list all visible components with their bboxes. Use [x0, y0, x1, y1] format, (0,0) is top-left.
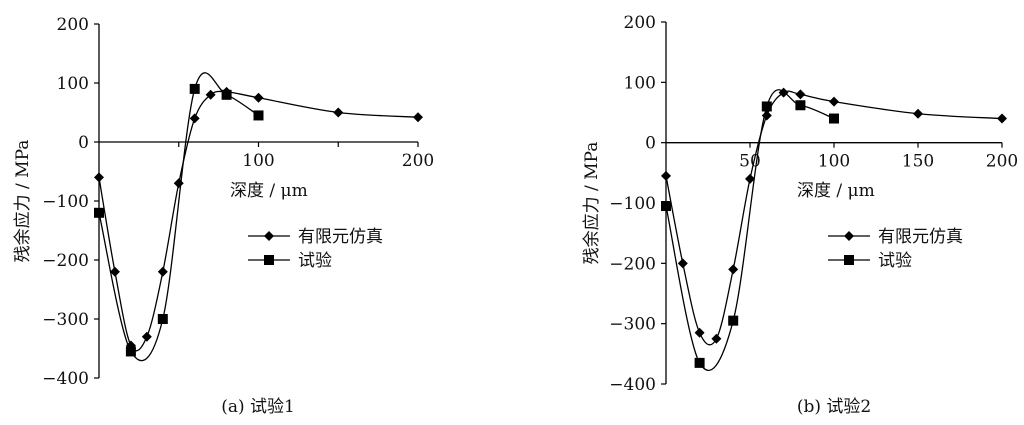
- data-point: [141, 331, 152, 342]
- legend-marker: [844, 231, 854, 241]
- y-tick-label: −100: [609, 194, 656, 214]
- y-tick-label: −300: [609, 315, 656, 335]
- data-point: [829, 96, 839, 107]
- data-point: [253, 110, 264, 121]
- y-axis-title: 残余应力 / MPa: [13, 140, 33, 263]
- legend-label: 试验: [878, 251, 912, 271]
- y-tick-label: −100: [42, 192, 89, 212]
- x-tick-label: 200: [986, 152, 1018, 172]
- x-tick-label: 100: [242, 151, 274, 171]
- y-tick-label: 100: [57, 74, 89, 94]
- y-tick-label: 0: [645, 134, 656, 154]
- data-point: [694, 327, 705, 338]
- data-point: [661, 170, 671, 181]
- data-point: [94, 207, 104, 218]
- y-tick-label: −400: [42, 369, 89, 389]
- legend-marker: [264, 231, 274, 241]
- data-point: [94, 172, 104, 183]
- y-axis-title: 残余应力 / MPa: [582, 142, 602, 265]
- data-point: [189, 113, 200, 124]
- data-point: [795, 100, 806, 111]
- data-point: [829, 113, 839, 124]
- data-point: [728, 315, 739, 326]
- x-axis-title: 深度 / μm: [797, 181, 875, 201]
- data-point: [913, 108, 923, 119]
- data-point: [253, 92, 264, 103]
- figure-caption: (a) 试验1: [221, 397, 295, 417]
- y-tick-label: 100: [624, 73, 656, 93]
- data-point: [745, 173, 755, 184]
- data-point: [661, 201, 671, 212]
- data-point: [189, 83, 200, 94]
- data-point: [109, 266, 120, 277]
- data-point: [711, 333, 722, 344]
- y-tick-label: 200: [57, 15, 89, 35]
- y-tick-label: 0: [78, 133, 89, 153]
- series-line-fem: [98, 90, 419, 352]
- chart-panel-a: 200 100 0 −100 −200 −300 −400 100 200 深度 / μm 残余应力…: [13, 15, 434, 417]
- data-point: [205, 89, 216, 100]
- legend-label: 有限元仿真: [878, 227, 963, 247]
- data-point: [677, 258, 688, 269]
- data-point: [157, 314, 168, 324]
- y-tick-label: −200: [42, 251, 89, 271]
- y-tick-label: −400: [609, 375, 656, 395]
- figure-caption: (b) 试验2: [797, 397, 871, 417]
- y-tick-label: −200: [609, 254, 656, 274]
- series-line-fem: [665, 90, 1003, 346]
- y-tick-label: 200: [624, 13, 656, 33]
- data-point: [173, 178, 184, 189]
- legend-label: 试验: [298, 251, 332, 271]
- data-point: [694, 357, 705, 368]
- legend-marker: [264, 255, 274, 265]
- data-point: [221, 89, 232, 100]
- data-point: [333, 107, 344, 118]
- data-point: [125, 346, 136, 357]
- x-tick-label: 200: [402, 151, 434, 171]
- data-point: [413, 112, 423, 123]
- legend-marker: [844, 255, 854, 265]
- data-point: [157, 266, 168, 277]
- x-axis-title: 深度 / μm: [230, 181, 308, 201]
- legend-label: 有限元仿真: [298, 227, 383, 247]
- data-point: [728, 264, 739, 275]
- y-tick-label: −300: [42, 310, 89, 330]
- x-tick-label: 150: [902, 152, 934, 172]
- data-point: [997, 113, 1007, 124]
- data-point: [795, 89, 806, 100]
- data-point: [761, 101, 772, 112]
- series-line-experiment: [665, 89, 835, 371]
- x-tick-label: 100: [818, 152, 850, 172]
